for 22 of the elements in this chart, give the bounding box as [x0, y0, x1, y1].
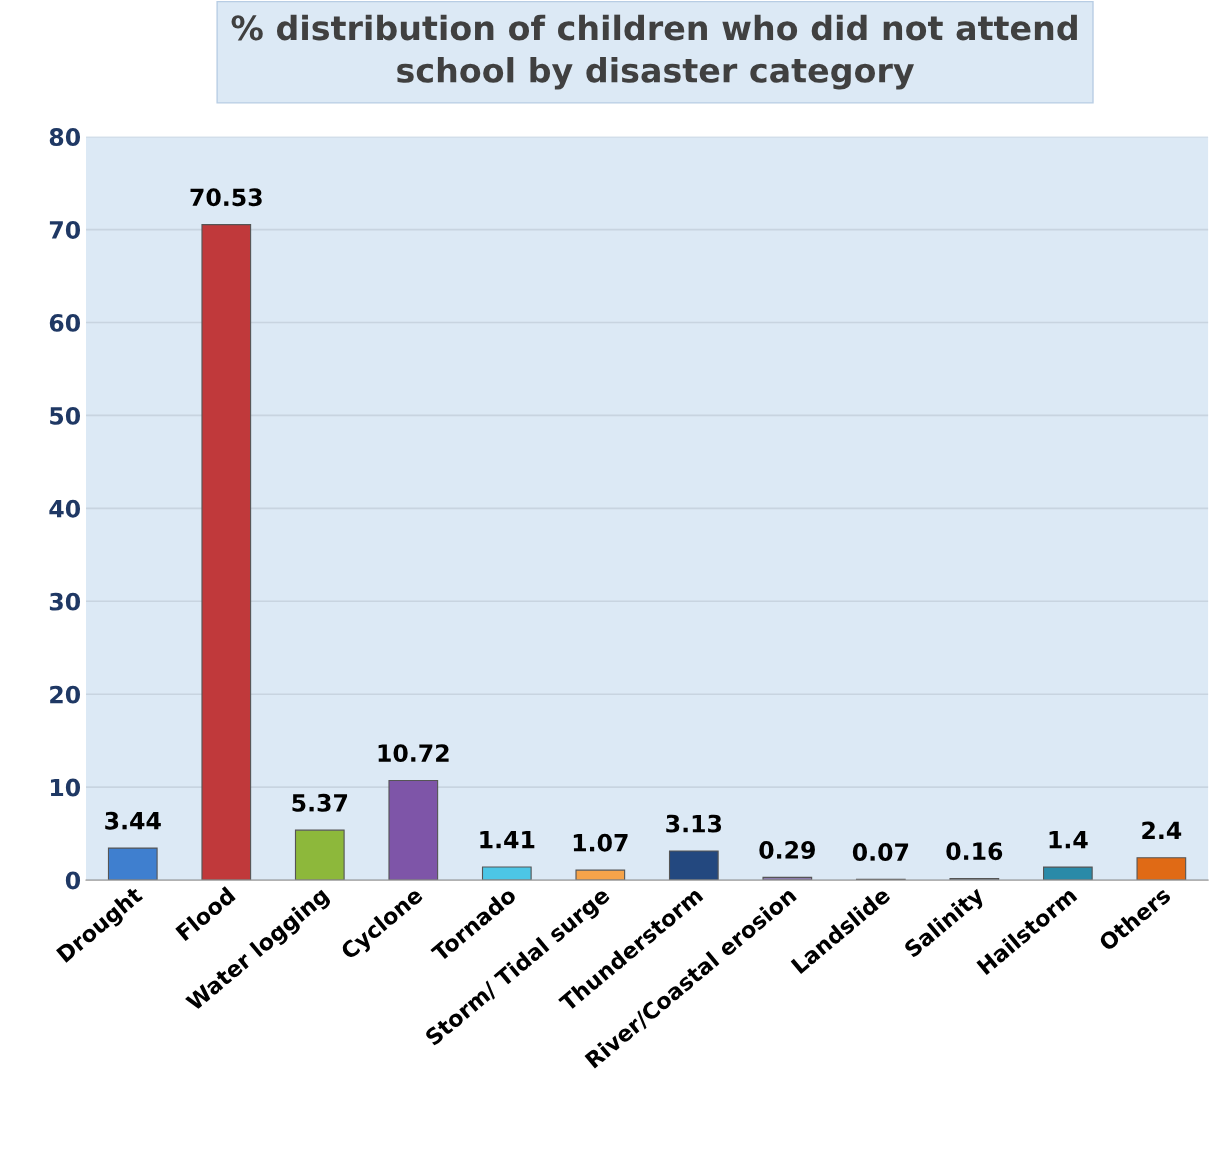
y-tick-label: 10: [50, 778, 81, 797]
data-label: 1.41: [480, 830, 535, 849]
data-label: 1.4: [1049, 831, 1088, 849]
y-tick-label: 0: [65, 871, 81, 890]
data-label: 3.13: [666, 814, 722, 833]
data-label: 10.72: [378, 744, 449, 762]
y-tick-label: 80: [49, 128, 81, 146]
data-label: 3.44: [105, 811, 161, 830]
data-label: 0.16: [946, 842, 1003, 861]
data-label: 70.53: [190, 188, 262, 207]
data-label: 0.29: [759, 841, 815, 859]
y-tick-label: 70: [49, 221, 81, 239]
data-label: 0.07: [852, 843, 909, 861]
y-tick-label: 30: [49, 592, 81, 611]
y-tick-label: 40: [49, 499, 81, 518]
chart-title: % distribution of children who did not attend school by disaster category: [231, 14, 1077, 90]
data-label: 1.07: [573, 833, 628, 852]
y-tick-label: 50: [50, 406, 81, 425]
data-label: 2.4: [1142, 821, 1182, 839]
data-label: 5.37: [292, 793, 348, 812]
y-tick-label: 20: [50, 685, 81, 704]
y-tick-label: 60: [49, 313, 81, 332]
